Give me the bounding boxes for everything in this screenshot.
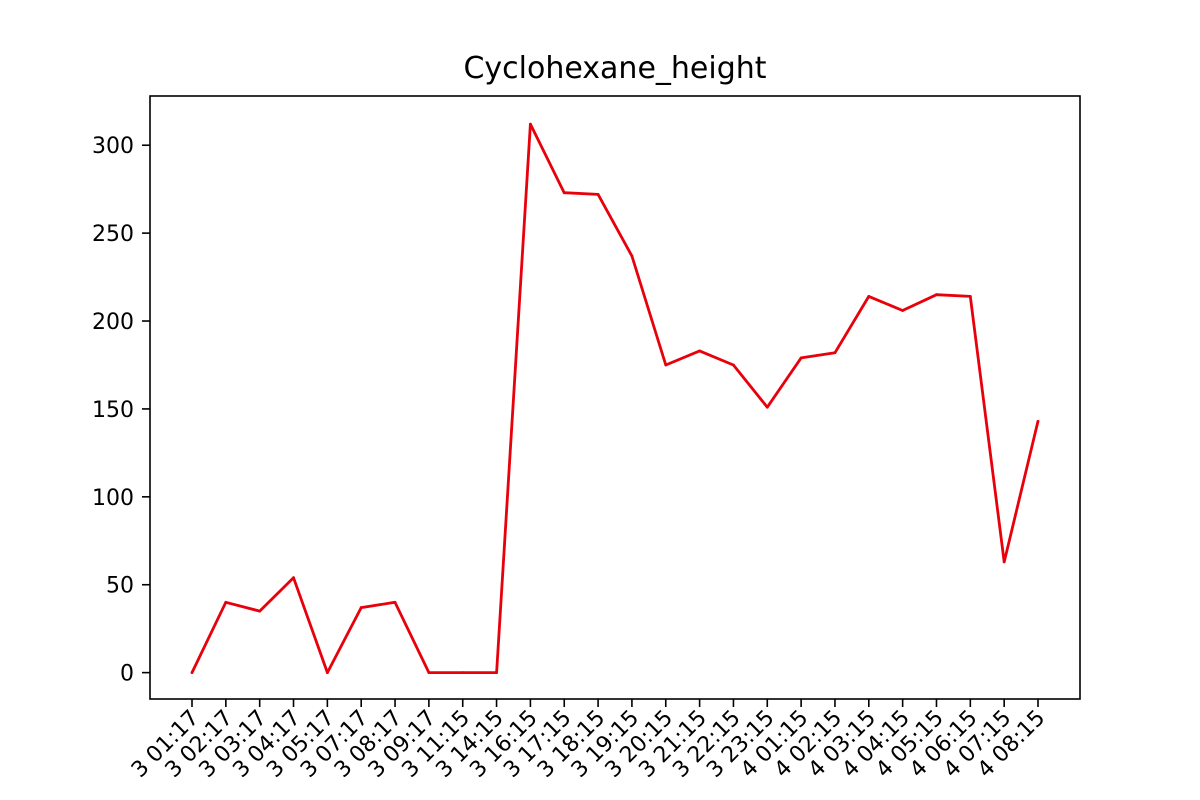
- data-point: [1002, 560, 1006, 564]
- y-tick-label: 300: [92, 134, 134, 159]
- data-point: [968, 295, 972, 298]
- y-tick-label: 200: [92, 310, 134, 335]
- data-point: [799, 356, 803, 360]
- data-point: [935, 293, 938, 297]
- data-point: [495, 671, 498, 675]
- plot-area-frame: [149, 95, 1081, 700]
- y-tick-label: 50: [106, 574, 134, 599]
- data-points: [190, 122, 1040, 675]
- y-tick-label: 150: [92, 398, 134, 423]
- data-point: [562, 191, 566, 195]
- data-point: [596, 193, 600, 196]
- chart-title: Cyclohexane_height: [463, 51, 766, 86]
- data-point: [325, 671, 329, 675]
- data-point: [833, 351, 837, 355]
- data-point: [765, 405, 769, 409]
- y-tick-label: 100: [92, 486, 134, 511]
- data-point: [461, 671, 465, 675]
- series-line: [190, 122, 1040, 674]
- data-point: [359, 606, 363, 609]
- data-point: [698, 349, 701, 353]
- data-point: [732, 363, 735, 367]
- data-point: [224, 600, 228, 604]
- x-axis: 3 01:173 02:173 03:173 04:173 05:173 07:…: [127, 699, 1050, 783]
- data-point: [1036, 419, 1040, 423]
- data-point: [190, 671, 194, 675]
- y-axis: 0 50 100 150 200 250 300: [92, 134, 150, 687]
- data-point: [664, 363, 668, 367]
- data-point: [901, 309, 905, 312]
- data-point: [630, 254, 634, 258]
- data-point: [292, 576, 295, 580]
- data-point: [393, 600, 397, 604]
- data-point: [258, 609, 262, 613]
- data-point: [867, 295, 871, 298]
- data-point: [529, 122, 532, 126]
- y-tick-label: 0: [120, 662, 134, 687]
- data-point: [427, 671, 431, 675]
- y-tick-label: 250: [92, 222, 134, 247]
